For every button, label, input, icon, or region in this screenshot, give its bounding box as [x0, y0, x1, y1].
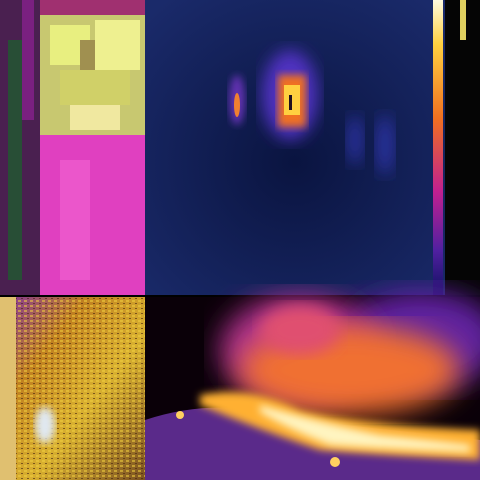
- panel-bottom-right: [145, 290, 480, 480]
- panel-top-right: [145, 0, 480, 295]
- panel-top-left: [0, 0, 145, 295]
- panel-bottom-left: [0, 297, 145, 480]
